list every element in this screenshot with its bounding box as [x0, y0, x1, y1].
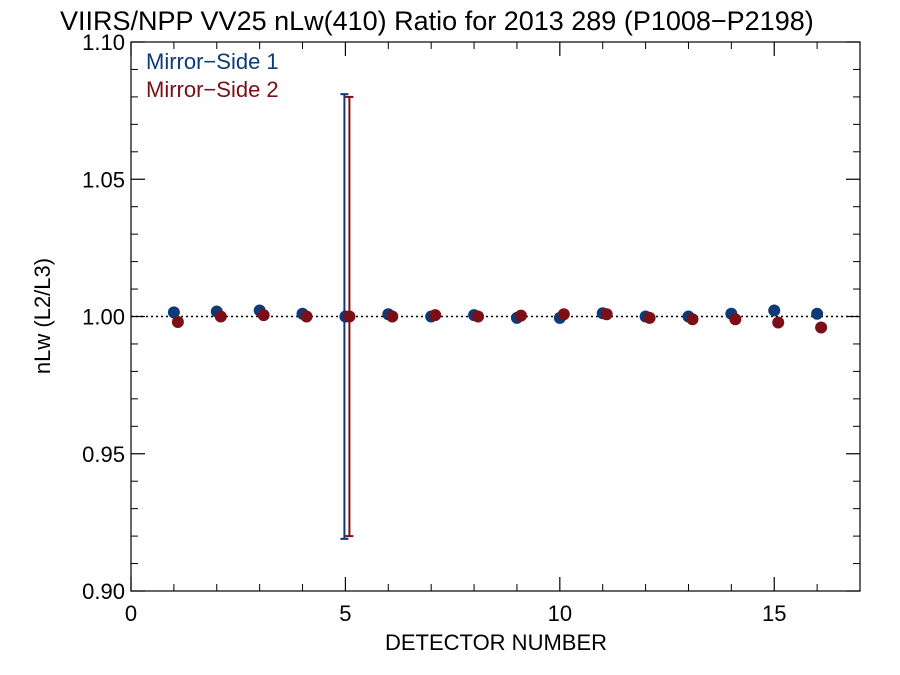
legend-entry-mirror-side-2: Mirror−Side 2 — [146, 77, 279, 102]
y-tick-label: 1.10 — [82, 30, 125, 55]
legend-entry-mirror-side-1: Mirror−Side 1 — [146, 49, 279, 74]
data-point-mirror-side-2 — [429, 309, 442, 322]
x-tick-label: 0 — [125, 601, 137, 626]
data-point-mirror-side-1 — [768, 304, 781, 317]
x-tick-label: 15 — [762, 601, 786, 626]
x-axis-label: DETECTOR NUMBER — [385, 630, 607, 655]
tick-labels: 0 5 10 15 0.90 0.95 1.00 1.05 1.10 — [82, 30, 786, 626]
chart-title: VIIRS/NPP VV25 nLw(410) Ratio for 2013 2… — [60, 6, 814, 36]
data-point-mirror-side-2 — [300, 310, 313, 323]
plot-frame — [130, 41, 861, 592]
data-point-mirror-side-2 — [343, 310, 356, 323]
data-point-mirror-side-2 — [472, 310, 485, 323]
y-tick-label: 0.95 — [82, 442, 125, 467]
y-tick-label: 1.05 — [82, 167, 125, 192]
data-point-mirror-side-2 — [214, 310, 227, 323]
plot-area — [130, 41, 861, 592]
data-point-mirror-side-2 — [815, 321, 828, 334]
y-tick-label: 1.00 — [82, 305, 125, 330]
data-point-mirror-side-2 — [772, 316, 785, 329]
data-point-mirror-side-2 — [514, 309, 527, 322]
y-axis-label: nLw (L2/L3) — [30, 258, 55, 374]
axis-ticks — [130, 41, 861, 592]
data-points — [167, 304, 828, 334]
data-point-mirror-side-2 — [643, 311, 656, 324]
data-point-mirror-side-1 — [167, 306, 180, 319]
data-point-mirror-side-1 — [811, 307, 824, 320]
x-tick-label: 5 — [339, 601, 351, 626]
data-point-mirror-side-2 — [171, 315, 184, 328]
x-tick-label: 10 — [548, 601, 572, 626]
data-point-mirror-side-2 — [729, 313, 742, 326]
data-point-mirror-side-2 — [600, 308, 613, 321]
data-point-mirror-side-2 — [557, 308, 570, 321]
y-tick-label: 0.90 — [82, 579, 125, 604]
data-point-mirror-side-2 — [686, 313, 699, 326]
data-point-mirror-side-2 — [386, 310, 399, 323]
legend: Mirror−Side 1 Mirror−Side 2 — [146, 49, 279, 102]
data-point-mirror-side-2 — [257, 309, 270, 322]
